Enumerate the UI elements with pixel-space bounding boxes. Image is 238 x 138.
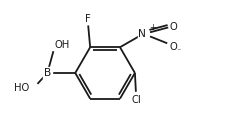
Text: ⁻: ⁻ xyxy=(176,47,180,56)
Text: B: B xyxy=(44,68,51,78)
Text: O: O xyxy=(169,22,177,32)
Text: HO: HO xyxy=(14,83,30,93)
Text: N: N xyxy=(139,29,146,39)
Text: +: + xyxy=(149,23,156,32)
Text: Cl: Cl xyxy=(131,95,141,105)
Text: OH: OH xyxy=(54,40,70,50)
Text: O: O xyxy=(169,42,177,52)
Text: F: F xyxy=(85,14,91,24)
